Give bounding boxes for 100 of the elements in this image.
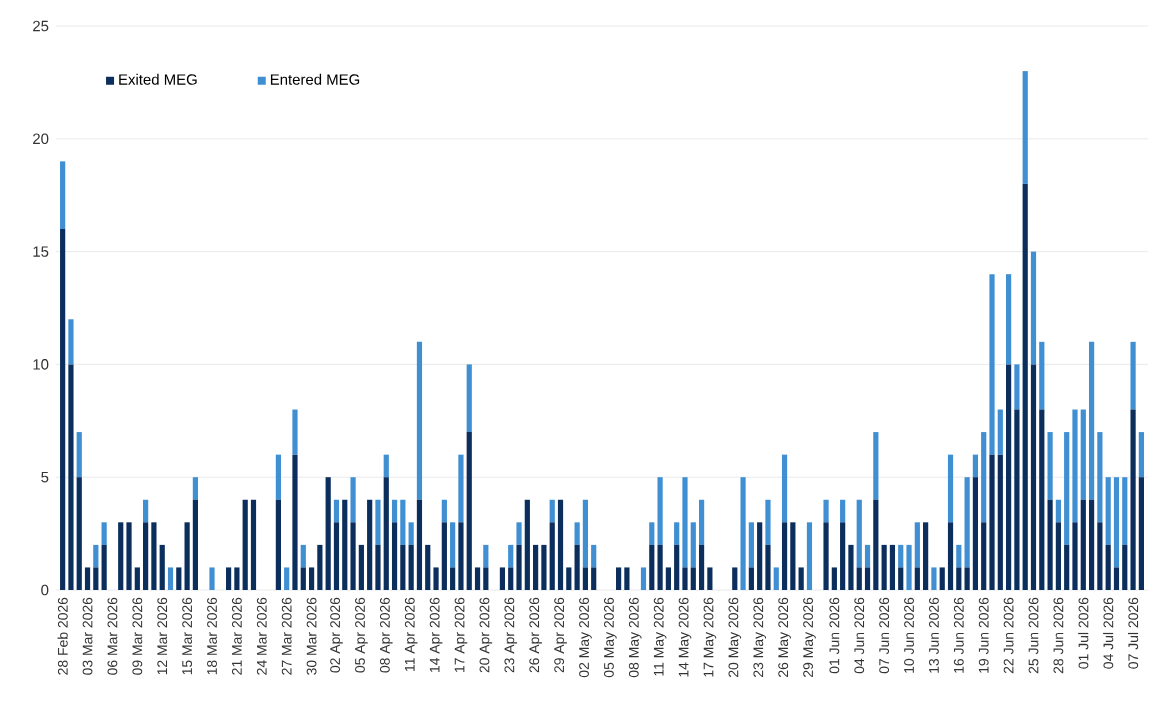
bar bbox=[549, 499, 555, 523]
bar bbox=[126, 522, 132, 590]
bar bbox=[1138, 432, 1144, 478]
bar bbox=[972, 477, 979, 590]
bar bbox=[60, 161, 66, 230]
bar bbox=[143, 522, 149, 590]
bar bbox=[408, 522, 414, 545]
bar bbox=[947, 454, 954, 523]
bar bbox=[68, 319, 74, 365]
bar bbox=[234, 567, 240, 590]
bar bbox=[466, 364, 472, 433]
bar bbox=[284, 567, 290, 590]
bar bbox=[931, 567, 937, 590]
bar bbox=[400, 499, 406, 545]
bar bbox=[441, 522, 447, 590]
bar bbox=[873, 432, 879, 500]
bar bbox=[466, 432, 472, 590]
bar bbox=[1022, 183, 1028, 590]
bar bbox=[740, 477, 746, 590]
bar bbox=[657, 477, 663, 545]
bar bbox=[616, 567, 622, 590]
bar bbox=[192, 477, 199, 500]
bar bbox=[806, 522, 813, 590]
bar bbox=[790, 522, 796, 590]
bar bbox=[765, 499, 771, 545]
bar bbox=[889, 544, 896, 590]
bar bbox=[1006, 364, 1012, 590]
bar bbox=[450, 522, 456, 568]
bar bbox=[93, 544, 99, 568]
bar bbox=[674, 544, 680, 590]
bar bbox=[881, 544, 887, 590]
bar bbox=[209, 567, 215, 590]
bar bbox=[101, 544, 107, 590]
bar bbox=[416, 499, 423, 590]
bar bbox=[143, 499, 149, 523]
bar bbox=[367, 499, 373, 590]
bar bbox=[1113, 477, 1120, 568]
bar bbox=[516, 522, 522, 545]
bar bbox=[167, 567, 174, 590]
bar bbox=[956, 544, 962, 568]
bar bbox=[781, 522, 788, 590]
bar bbox=[840, 522, 846, 590]
bar bbox=[317, 544, 323, 590]
bar bbox=[923, 522, 929, 590]
bar bbox=[1105, 544, 1111, 590]
bar bbox=[574, 544, 580, 590]
bar bbox=[192, 499, 199, 590]
bar bbox=[649, 544, 655, 590]
bar bbox=[657, 544, 663, 590]
bar bbox=[1130, 341, 1136, 410]
bar bbox=[640, 567, 647, 590]
bar bbox=[773, 567, 779, 590]
bar bbox=[226, 567, 232, 590]
bar bbox=[873, 499, 879, 590]
bar bbox=[732, 567, 738, 590]
bar bbox=[757, 522, 763, 590]
bar bbox=[1080, 499, 1086, 590]
bar bbox=[524, 499, 530, 590]
bar bbox=[176, 567, 182, 590]
bar bbox=[823, 522, 829, 590]
bar bbox=[508, 544, 514, 568]
bar bbox=[375, 499, 381, 545]
bar bbox=[275, 454, 281, 500]
bar bbox=[292, 454, 298, 590]
bar bbox=[483, 567, 489, 590]
bar bbox=[93, 567, 99, 590]
bar bbox=[840, 499, 846, 523]
bar bbox=[1047, 499, 1053, 590]
bar bbox=[416, 341, 423, 500]
bar bbox=[823, 499, 829, 523]
bar bbox=[1130, 409, 1136, 590]
bar bbox=[499, 567, 506, 590]
bar bbox=[325, 477, 331, 590]
bar bbox=[250, 499, 257, 590]
bar bbox=[856, 499, 862, 568]
bar bbox=[342, 499, 348, 590]
bar bbox=[1088, 499, 1095, 590]
bar bbox=[624, 567, 630, 590]
bar bbox=[781, 454, 788, 523]
bar bbox=[698, 544, 705, 590]
bar bbox=[458, 454, 464, 523]
bar bbox=[947, 522, 954, 590]
bar bbox=[591, 567, 597, 590]
bar bbox=[275, 499, 281, 590]
bar bbox=[118, 522, 124, 590]
bar bbox=[1022, 71, 1028, 184]
bar bbox=[798, 567, 804, 590]
bar bbox=[300, 544, 306, 568]
bar bbox=[101, 522, 107, 545]
bar bbox=[483, 544, 489, 568]
bar bbox=[682, 477, 688, 568]
bar bbox=[333, 499, 340, 523]
bar bbox=[1014, 364, 1020, 410]
bar bbox=[557, 499, 564, 590]
bar bbox=[60, 229, 66, 590]
bar bbox=[989, 454, 995, 590]
bar bbox=[242, 499, 248, 590]
bar bbox=[441, 499, 447, 523]
bar bbox=[383, 454, 389, 478]
bar bbox=[151, 522, 157, 590]
